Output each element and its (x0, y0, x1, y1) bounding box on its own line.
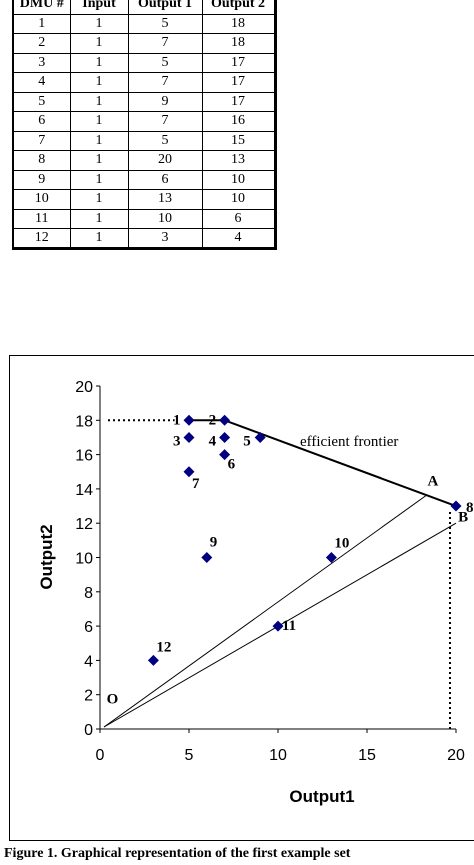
data-point-label: 11 (282, 618, 296, 634)
y-tick-label: 8 (84, 585, 93, 602)
x-tick-label: 10 (269, 747, 287, 764)
table-row: 8 1 20 13 (12, 150, 277, 171)
chart-frame (9, 355, 474, 841)
data-point-marker (272, 620, 284, 632)
data-point-marker (147, 654, 159, 666)
y-tick-label: 4 (84, 653, 93, 670)
y-tick-label: 0 (84, 722, 93, 739)
y-tick-label: 6 (84, 619, 93, 636)
data-point-marker (219, 449, 231, 461)
y-tick-label: 18 (75, 413, 93, 430)
data-point-label: 1 (173, 412, 181, 428)
y-tick-label: 10 (75, 551, 93, 568)
data-point-label: 12 (156, 639, 171, 655)
data-point-label: 10 (334, 536, 349, 552)
data-point-label: 6 (228, 457, 236, 473)
table-row: 7 1 5 15 (12, 130, 277, 151)
x-tick-label: 0 (96, 747, 105, 764)
table-cell: 17 (201, 91, 277, 112)
table-row: 5 1 9 17 (12, 91, 277, 112)
data-point-marker (183, 466, 195, 478)
data-point-marker (450, 500, 462, 512)
table-cell: 20 (127, 150, 203, 171)
x-tick-label: 5 (185, 747, 194, 764)
annotation-label: B (458, 509, 468, 525)
data-point-marker (183, 414, 195, 426)
data-point-marker (219, 431, 231, 443)
ray-line (103, 495, 427, 728)
x-tick-label: 20 (447, 747, 465, 764)
y-tick-label: 12 (75, 516, 93, 533)
table-cell: 10 (201, 169, 277, 190)
x-tick-label: 15 (358, 747, 376, 764)
data-point-label: 9 (210, 535, 218, 551)
table-cell: 4 (201, 228, 277, 250)
y-tick-label: 14 (75, 482, 93, 499)
data-point-label: 5 (243, 433, 251, 449)
table-header-row: DMU # Input Output 1 Output 2 (12, 0, 277, 15)
x-axis-label: Output1 (289, 787, 354, 806)
data-point-label: 8 (466, 500, 474, 516)
figure-caption: Figure 1. Graphical representation of th… (4, 846, 351, 861)
table-row: 6 1 7 16 (12, 111, 277, 132)
data-point-label: 4 (209, 433, 217, 449)
table-cell: 10 (127, 208, 203, 229)
data-point-label: 2 (209, 412, 217, 428)
data-point-marker (201, 552, 213, 563)
chart-lines (103, 419, 457, 729)
table-cell: 12 (12, 228, 71, 250)
dmu-data-table: DMU # Input Output 1 Output 2 1 1 5 18 2 1 7 18… (12, 0, 277, 250)
y-tick-label: 20 (75, 379, 93, 396)
frontier-segment (224, 419, 457, 507)
table-cell: 3 (127, 228, 203, 250)
data-point-marker (219, 414, 231, 426)
table-row: 11 1 10 6 (12, 208, 277, 229)
data-point-label: 3 (173, 433, 181, 449)
data-point-label: 7 (192, 476, 200, 492)
y-tick-label: 16 (75, 448, 93, 465)
table-row: 12 1 3 4 (12, 228, 277, 250)
table-row: 10 1 13 10 (12, 189, 277, 210)
table-row: 2 1 7 18 (12, 33, 277, 54)
data-point-marker (325, 552, 337, 563)
frontier-label: efficient frontier (300, 434, 398, 450)
table-cell: 10 (201, 189, 277, 210)
annotation-label: O (107, 691, 119, 707)
annotation-label: A (427, 473, 438, 489)
table-cell: 1 (69, 228, 129, 250)
chart-marks (147, 414, 462, 666)
data-point-marker (183, 431, 195, 443)
data-point-marker (254, 431, 266, 443)
table-row: 3 1 5 17 (12, 52, 277, 73)
y-axis-label: Output2 (37, 524, 56, 589)
y-tick-label: 2 (84, 688, 93, 705)
